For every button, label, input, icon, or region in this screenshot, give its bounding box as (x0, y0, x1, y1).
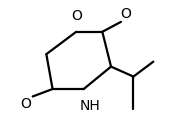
Text: O: O (121, 7, 131, 21)
Text: NH: NH (80, 99, 100, 113)
Text: O: O (71, 9, 82, 23)
Text: O: O (20, 97, 31, 111)
